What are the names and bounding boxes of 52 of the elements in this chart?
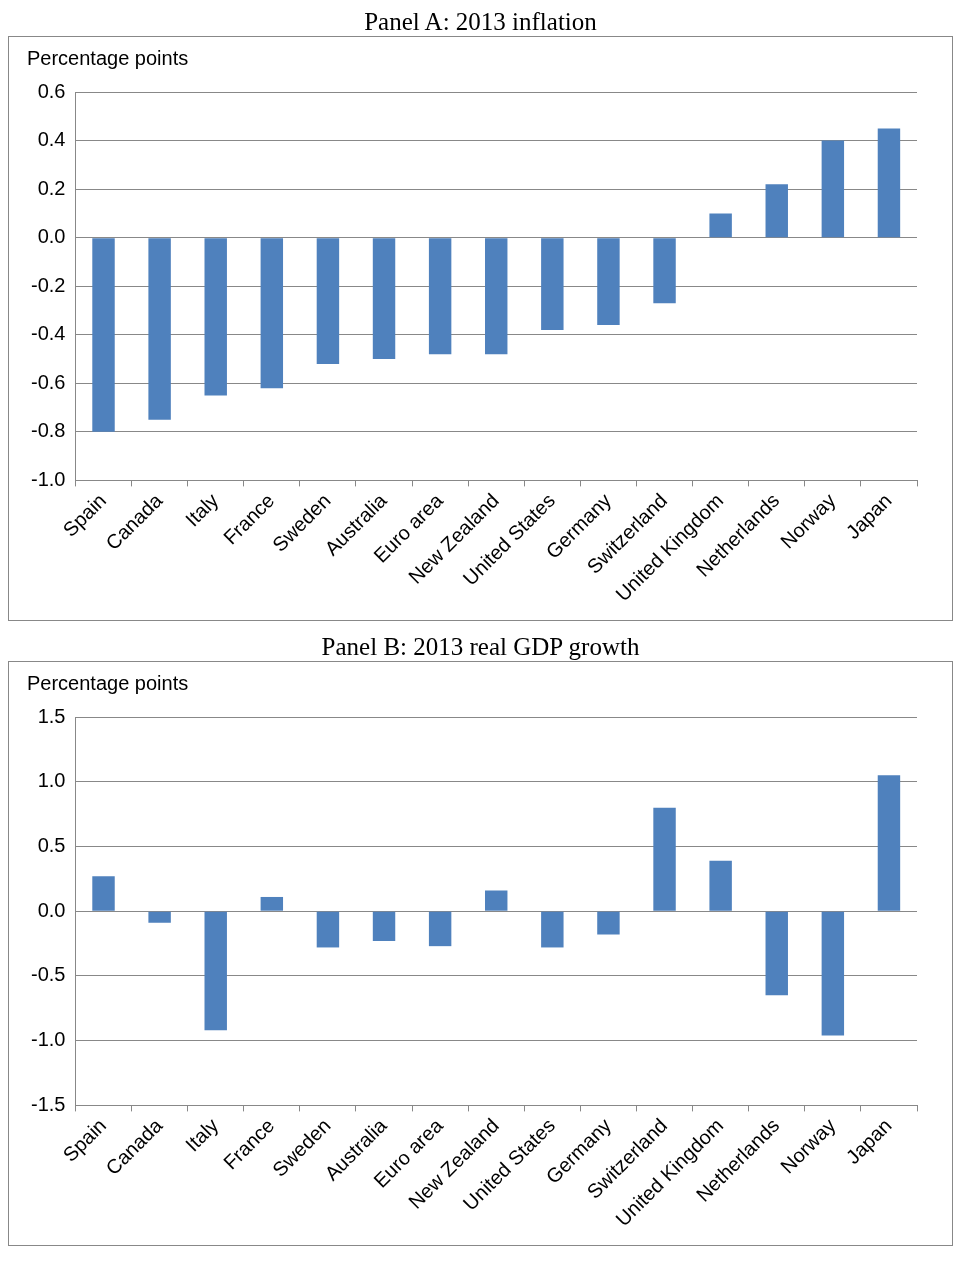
y-tick-label: 1.0 <box>37 769 66 792</box>
chart-title: Panel B: 2013 real GDP growth <box>320 633 641 661</box>
y-tick-label: -1.5 <box>30 1092 66 1115</box>
bar <box>877 775 901 911</box>
bar <box>260 896 284 911</box>
bar <box>316 911 340 948</box>
y-tick-label: -1.0 <box>30 467 66 490</box>
bar <box>709 860 732 911</box>
bar <box>541 911 564 948</box>
bar <box>92 238 115 432</box>
y-tick-label: 0.5 <box>37 833 66 856</box>
y-tick-label: -0.4 <box>30 322 66 345</box>
bar <box>597 911 620 935</box>
bar <box>204 238 227 396</box>
bar <box>148 911 171 923</box>
bar <box>316 238 340 364</box>
bar <box>541 238 564 330</box>
bar <box>765 184 788 238</box>
bar <box>260 238 284 389</box>
bar <box>372 911 396 941</box>
y-tick-label: 0.0 <box>37 898 66 921</box>
x-tick-label: Italy <box>180 1114 223 1156</box>
x-tick-label: Italy <box>180 489 223 531</box>
bar <box>485 890 508 911</box>
chart-title: Panel A: 2013 inflation <box>363 8 598 36</box>
y-tick-label: -1.0 <box>30 1028 66 1051</box>
bar <box>653 238 676 304</box>
bar <box>92 876 115 911</box>
y-tick-label: -0.5 <box>30 963 66 986</box>
y-tick-label: 0.4 <box>37 128 66 151</box>
bar <box>877 128 901 238</box>
y-tick-label: 0.0 <box>37 225 66 248</box>
y-axis-title: Percentage points <box>27 47 190 70</box>
bar <box>821 140 845 238</box>
y-tick-label: -0.8 <box>30 419 66 442</box>
bar <box>428 238 452 355</box>
y-tick-label: -0.2 <box>30 273 66 296</box>
y-tick-label: 0.6 <box>37 79 66 102</box>
bar <box>709 213 732 238</box>
bar <box>428 911 452 947</box>
bar <box>372 238 396 360</box>
bar <box>597 238 620 326</box>
y-tick-label: 0.2 <box>37 176 66 199</box>
y-axis-title: Percentage points <box>27 672 190 695</box>
bar <box>485 238 508 355</box>
bar <box>148 238 171 420</box>
bar <box>204 911 227 1031</box>
bar <box>821 911 845 1036</box>
y-tick-label: 1.5 <box>37 704 66 727</box>
y-tick-label: -0.6 <box>30 370 66 393</box>
bar <box>765 911 788 996</box>
bar <box>653 807 676 911</box>
